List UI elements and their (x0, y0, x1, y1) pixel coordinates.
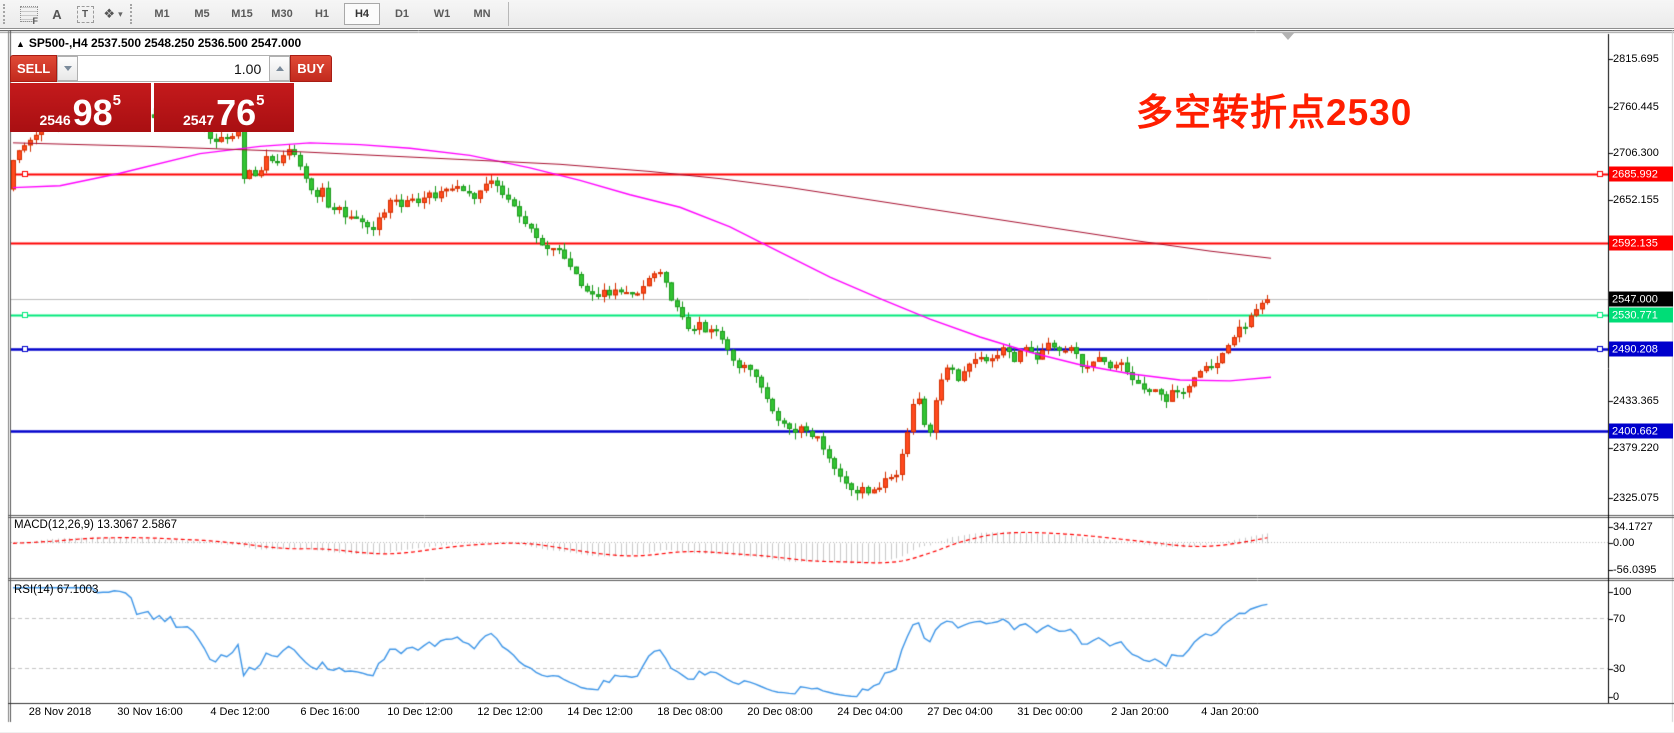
insert-text-label-button[interactable]: T (72, 2, 98, 26)
buy-price-big: 76 (216, 92, 257, 133)
timeframe-button-group: M1 M5 M15 M30 H1 H4 D1 W1 MN (142, 3, 502, 25)
sell-quote-tile[interactable]: 2546 98 5 (10, 83, 151, 132)
symbol-ohlc-text: SP500-,H4 2537.500 2548.250 2536.500 254… (28, 36, 302, 50)
symbol-info-bar: ▲ SP500-,H4 2537.500 2548.250 2536.500 25… (16, 36, 301, 50)
timeframe-button-h4[interactable]: H4 (344, 3, 380, 25)
timeframe-button-mn[interactable]: MN (473, 8, 491, 20)
macd-indicator-label: MACD(12,26,9) 13.3067 2.5867 (14, 519, 178, 531)
toolbar-grip[interactable] (3, 4, 10, 24)
toolbar-separator (508, 2, 509, 26)
symbol-collapse-triangle-icon[interactable]: ▲ (16, 39, 25, 49)
triangle-down-icon (63, 66, 72, 71)
insert-text-button[interactable]: A (44, 2, 70, 26)
volume-increase-button[interactable] (269, 56, 291, 81)
buy-price-prefix: 2547 (182, 112, 215, 128)
timeframe-button-m30[interactable]: M30 (271, 8, 293, 20)
letter-a-icon: A (52, 6, 62, 22)
buy-button[interactable]: BUY (290, 55, 332, 82)
rsi-indicator-label: RSI(14) 67.1003 (14, 584, 99, 596)
sell-price-big: 98 (72, 92, 113, 133)
chart-plot-area[interactable] (0, 30, 1674, 732)
chevron-down-icon: ▾ (118, 8, 123, 19)
timeframe-button-h1[interactable]: H1 (314, 8, 330, 20)
chart-annotation-text[interactable]: 多空转折点2530 (1136, 92, 1413, 133)
chart-shift-marker-icon[interactable] (1281, 32, 1295, 40)
timeframe-button-w1[interactable]: W1 (433, 8, 451, 20)
volume-stepper (57, 55, 291, 82)
objects-icon: ❖ (103, 6, 116, 21)
point-formats-button[interactable]: F (16, 2, 42, 26)
timeframe-button-m15[interactable]: M15 (231, 8, 253, 20)
timeframe-button-d1[interactable]: D1 (394, 8, 410, 20)
sell-button[interactable]: SELL (10, 55, 58, 82)
chart-window: ▲ SP500-,H4 2537.500 2548.250 2536.500 25… (0, 30, 1674, 732)
volume-decrease-button[interactable] (57, 56, 79, 81)
sell-price-sup: 5 (112, 92, 122, 109)
insert-objects-button[interactable]: ❖ ▾ (100, 2, 126, 26)
point-formats-icon: F (20, 6, 38, 26)
volume-input[interactable] (78, 56, 270, 81)
buy-quote-tile[interactable]: 2547 76 5 (153, 83, 294, 133)
triangle-up-icon (275, 66, 284, 71)
main-toolbar: F A T ❖ ▾ M1 M5 M15 M30 H1 H4 D1 W1 MN (0, 0, 1674, 29)
sell-price-prefix: 2546 (39, 112, 71, 128)
timeframe-button-m5[interactable]: M5 (194, 8, 210, 20)
buy-price-sup: 5 (256, 92, 265, 109)
timeframe-button-m1[interactable]: M1 (154, 8, 170, 20)
timeframe-toolbar-grip[interactable] (130, 4, 137, 24)
text-label-icon: T (76, 5, 94, 23)
